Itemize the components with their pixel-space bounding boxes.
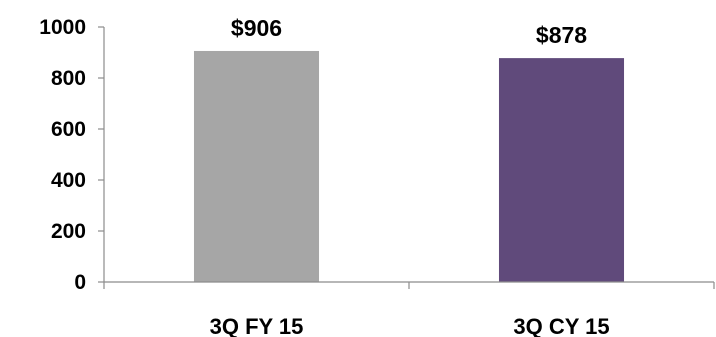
bar	[193, 50, 320, 282]
x-category-label: 3Q FY 15	[210, 314, 304, 337]
y-tick-label: 400	[51, 169, 86, 192]
data-label: $878	[536, 22, 587, 48]
bars-group: $906 $878	[193, 15, 625, 282]
y-axis: 0 200 400 600 800 1000	[39, 16, 105, 294]
x-category-label: 3Q CY 15	[513, 314, 609, 337]
data-label: $906	[231, 15, 282, 41]
bar	[498, 58, 625, 282]
y-tick-label: 1000	[39, 16, 86, 39]
x-axis: 3Q FY 15 3Q CY 15	[103, 281, 715, 337]
y-tick-label: 0	[74, 271, 86, 294]
y-tick-label: 800	[51, 67, 86, 90]
y-tick-label: 200	[51, 220, 86, 243]
y-tick-label: 600	[51, 118, 86, 141]
